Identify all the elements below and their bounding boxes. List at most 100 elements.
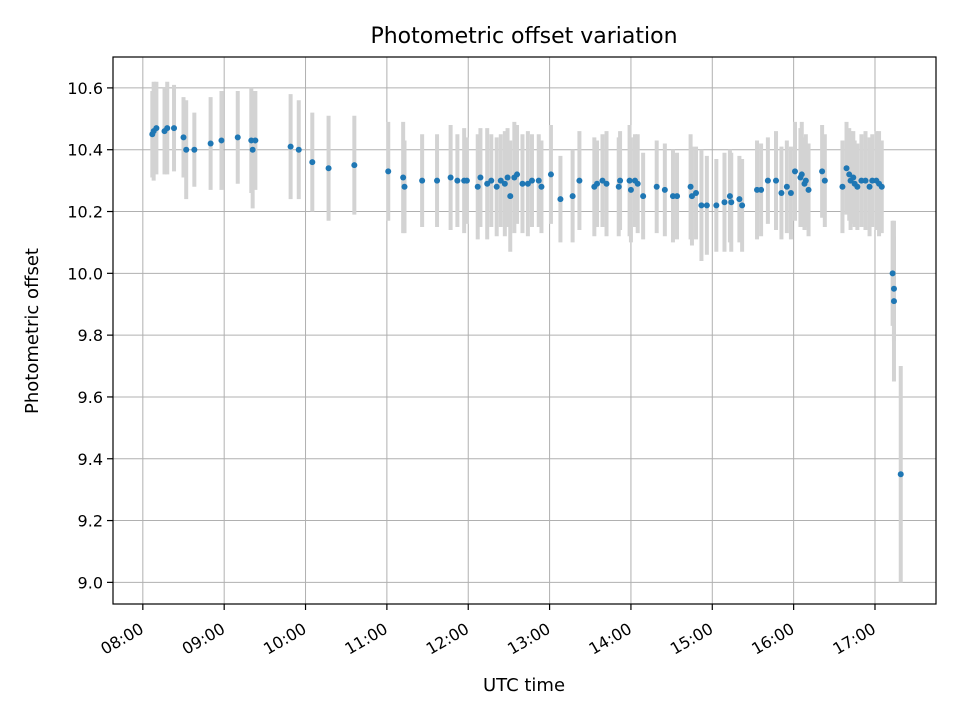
data-point <box>634 180 641 187</box>
data-point <box>739 202 746 209</box>
data-point <box>434 177 441 184</box>
data-point <box>798 171 805 178</box>
data-point <box>351 162 358 169</box>
data-point <box>839 183 846 190</box>
data-point <box>514 171 521 178</box>
data-point <box>698 202 705 209</box>
data-point <box>890 285 897 292</box>
data-point <box>854 183 861 190</box>
data-point <box>787 189 794 196</box>
data-point <box>295 146 302 153</box>
data-point <box>401 183 408 190</box>
y-tick-label: 9.8 <box>78 326 103 345</box>
y-tick-label: 10.0 <box>67 264 103 283</box>
data-point <box>728 199 735 206</box>
data-point <box>488 177 495 184</box>
data-point <box>400 174 407 181</box>
data-point <box>325 165 332 172</box>
data-point <box>626 177 633 184</box>
data-point <box>524 180 531 187</box>
data-point <box>688 193 695 200</box>
y-tick-label: 9.4 <box>78 450 103 469</box>
y-tick-label: 9.0 <box>78 573 103 592</box>
data-point <box>674 193 681 200</box>
data-points <box>149 125 904 478</box>
data-point <box>878 183 885 190</box>
data-point <box>576 177 583 184</box>
data-point <box>897 471 904 478</box>
data-point <box>218 137 225 144</box>
data-point <box>477 174 484 181</box>
data-point <box>538 183 545 190</box>
data-point <box>180 134 187 141</box>
data-point <box>507 193 514 200</box>
data-point <box>821 177 828 184</box>
data-point <box>183 146 190 153</box>
data-point <box>890 298 897 305</box>
data-point <box>557 196 564 203</box>
data-point <box>843 165 850 172</box>
y-tick-label: 9.6 <box>78 388 103 407</box>
data-point <box>773 177 780 184</box>
data-point <box>850 174 857 181</box>
data-point <box>721 199 728 206</box>
data-point <box>419 177 426 184</box>
plot-frame <box>112 56 937 605</box>
data-point <box>726 193 733 200</box>
data-point <box>713 202 720 209</box>
data-point <box>687 183 694 190</box>
data-point <box>501 180 508 187</box>
data-point <box>164 125 171 132</box>
data-point <box>385 168 392 175</box>
data-point <box>547 171 554 178</box>
data-point <box>207 140 214 147</box>
y-tick-label: 10.2 <box>67 203 103 222</box>
data-point <box>703 202 710 209</box>
data-point <box>627 186 634 193</box>
y-axis-label: Photometric offset <box>22 248 43 414</box>
data-point <box>484 180 491 187</box>
data-point <box>171 125 178 132</box>
y-tick-label: 10.6 <box>67 79 103 98</box>
data-point <box>653 183 660 190</box>
data-point <box>153 125 160 132</box>
y-axis-ticks: 9.0 9.2 9.4 9.6 9.8 10.0 10.2 10.4 10.6 <box>67 79 113 592</box>
data-point <box>764 177 771 184</box>
data-point <box>528 177 535 184</box>
data-point <box>249 146 256 153</box>
data-point <box>594 180 601 187</box>
data-point <box>463 177 470 184</box>
data-point <box>736 196 743 203</box>
data-point <box>783 183 790 190</box>
chart-title: Photometric offset variation <box>370 24 677 49</box>
data-point <box>493 183 500 190</box>
data-point <box>640 193 647 200</box>
data-point <box>661 186 668 193</box>
data-point <box>234 134 241 141</box>
data-point <box>889 270 896 277</box>
data-point <box>819 168 826 175</box>
data-point <box>603 180 610 187</box>
data-point <box>778 189 785 196</box>
data-point <box>191 146 198 153</box>
data-point <box>846 171 853 178</box>
data-point <box>791 168 798 175</box>
data-point <box>866 183 873 190</box>
data-point <box>535 177 542 184</box>
data-point <box>504 174 511 181</box>
y-tick-label: 10.4 <box>67 141 103 160</box>
data-point <box>569 193 576 200</box>
data-point <box>519 180 526 187</box>
data-point <box>862 177 869 184</box>
x-axis-label: UTC time <box>483 675 565 696</box>
data-point <box>447 174 454 181</box>
data-point <box>599 177 606 184</box>
data-point <box>497 177 504 184</box>
data-point <box>617 177 624 184</box>
data-point <box>802 177 809 184</box>
data-point <box>474 183 481 190</box>
data-point <box>252 137 259 144</box>
data-point <box>454 177 461 184</box>
